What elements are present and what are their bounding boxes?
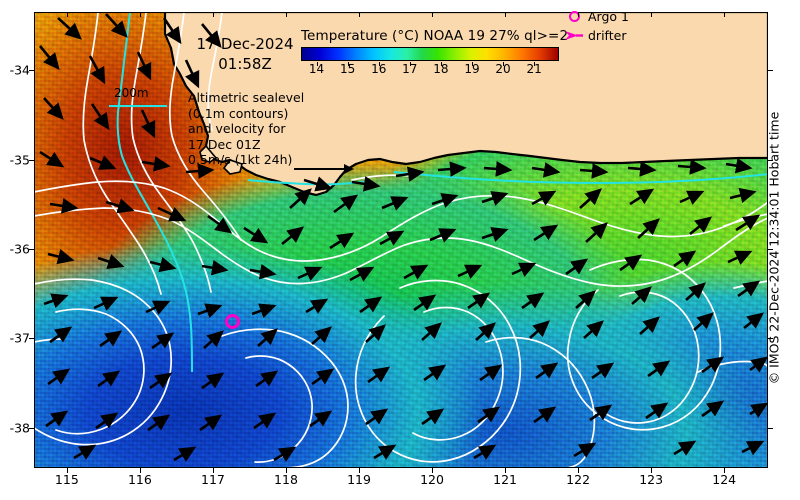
y-tick-right--36 xyxy=(768,248,773,250)
y-tick-right--37 xyxy=(768,338,773,340)
y-tick-label--34: -34 xyxy=(9,62,30,78)
credit-text: © IMOS 22-Dec-2024 12:34:01 Hobart time xyxy=(766,111,782,385)
colorbar-title: Temperature (°C) NOAA 19 27% ql>=2 xyxy=(301,28,569,44)
x-tick-label-119: 119 xyxy=(347,472,371,487)
x-tick-label-122: 122 xyxy=(566,472,591,487)
colorbar-tickmark-15 xyxy=(347,62,349,66)
x-tick-label-123: 123 xyxy=(639,472,664,487)
velocity-scale-arrow-icon xyxy=(294,164,354,174)
date-text: 17-Dec-2024 xyxy=(196,35,294,53)
x-tick-118 xyxy=(285,468,287,473)
legend-label-argo: Argo 1 xyxy=(588,9,629,24)
y-tick--34 xyxy=(29,70,34,72)
argo-float-marker[interactable] xyxy=(225,314,240,329)
alt-line-1: Altimetric sealevel xyxy=(188,90,305,105)
legend-item-argo: Argo 1 xyxy=(562,8,629,25)
y-tick-right--38 xyxy=(768,427,773,429)
velocity-vectors xyxy=(38,13,768,462)
x-tick-top-115 xyxy=(66,12,68,17)
x-tick-label-118: 118 xyxy=(274,472,298,487)
y-tick-label--36: -36 xyxy=(9,241,30,257)
legend-item-drifter: drifter xyxy=(562,27,629,44)
x-tick-120 xyxy=(432,468,434,473)
marker-legend: Argo 1 drifter xyxy=(562,8,629,46)
alt-line-3: and velocity for xyxy=(188,121,286,136)
colorbar-tick-14: 14 xyxy=(308,62,325,76)
colorbar-tickmark-14 xyxy=(316,62,318,66)
colorbar-tickmark-21 xyxy=(534,62,536,66)
time-text: 01:58Z xyxy=(218,55,272,73)
colorbar-tick-21: 21 xyxy=(526,62,542,76)
x-tick-top-120 xyxy=(432,12,434,17)
x-tick-top-118 xyxy=(285,12,287,17)
colorbar-tickmark-18 xyxy=(440,62,442,66)
x-tick-115 xyxy=(66,468,68,473)
alt-line-2: (0.1m contours) xyxy=(188,105,289,121)
y-tick--36 xyxy=(29,248,34,250)
map-plot-area[interactable]: 17-Dec-2024 01:58Z 200m Altimetric seale… xyxy=(34,12,768,468)
colorbar-tickmark-16 xyxy=(378,62,380,66)
x-tick-label-121: 121 xyxy=(493,472,517,487)
legend-label-drifter: drifter xyxy=(588,28,627,43)
colorbar-tick-18: 18 xyxy=(433,62,449,76)
argo-circle-icon xyxy=(562,11,586,22)
colorbar-tick-20: 20 xyxy=(495,62,511,76)
x-tick-top-124 xyxy=(724,12,726,17)
depth-scale-label: 200m xyxy=(114,86,149,100)
colorbar-group: Temperature (°C) NOAA 19 27% ql>=2 14 15 1… xyxy=(301,28,569,78)
x-tick-label-117: 117 xyxy=(200,472,225,487)
map-overlay-vectors xyxy=(34,12,768,468)
y-tick-right--35 xyxy=(768,159,773,161)
alt-line-4: 17 Dec 01Z xyxy=(188,136,261,152)
x-tick-top-116 xyxy=(139,12,141,17)
y-tick-right--34 xyxy=(768,70,773,72)
x-tick-top-119 xyxy=(359,12,360,17)
y-tick-label--35: -35 xyxy=(9,152,30,168)
x-tick-label-120: 120 xyxy=(420,472,444,487)
colorbar-gradient xyxy=(301,47,559,61)
x-tick-label-115: 115 xyxy=(54,472,79,487)
x-tick-123 xyxy=(651,468,653,473)
y-tick--35 xyxy=(29,159,34,161)
y-tick--37 xyxy=(29,338,34,340)
x-tick-top-121 xyxy=(505,12,507,17)
x-tick-116 xyxy=(139,468,141,473)
colorbar-tick-15: 15 xyxy=(339,62,356,76)
bathymetry-scale-bar xyxy=(109,105,167,107)
y-tick-label--38: -38 xyxy=(9,420,30,436)
colorbar-tick-17: 17 xyxy=(402,62,418,76)
y-tick--38 xyxy=(29,427,34,429)
date-time-annotation: 17-Dec-2024 01:58Z xyxy=(180,34,310,74)
colorbar-tick-16: 16 xyxy=(371,62,387,76)
x-tick-top-117 xyxy=(212,12,214,17)
x-tick-124 xyxy=(724,468,726,473)
x-tick-117 xyxy=(212,468,214,473)
x-tick-121 xyxy=(505,468,507,473)
x-tick-top-123 xyxy=(651,12,653,17)
x-tick-top-122 xyxy=(578,12,580,17)
y-tick-label--37: -37 xyxy=(9,330,30,346)
bathymetry-200m-contour xyxy=(116,12,768,373)
colorbar-tickmark-20 xyxy=(503,62,505,66)
colorbar-tickmark-19 xyxy=(471,62,473,66)
colorbar-tickmark-17 xyxy=(409,62,411,66)
drifter-arrow-icon xyxy=(562,29,586,42)
x-tick-label-124: 124 xyxy=(712,472,737,487)
alt-line-5: 0.5m/s (1kt 24h) xyxy=(188,152,293,167)
x-tick-label-116: 116 xyxy=(127,472,152,487)
colorbar-tick-19: 19 xyxy=(464,62,480,76)
x-tick-122 xyxy=(578,468,580,473)
x-tick-119 xyxy=(359,468,360,473)
colorbar-tick-labels: 14 15 16 17 18 19 20 21 xyxy=(301,62,559,78)
altimetry-note: Altimetric sealevel (0.1m contours) and … xyxy=(188,90,304,168)
